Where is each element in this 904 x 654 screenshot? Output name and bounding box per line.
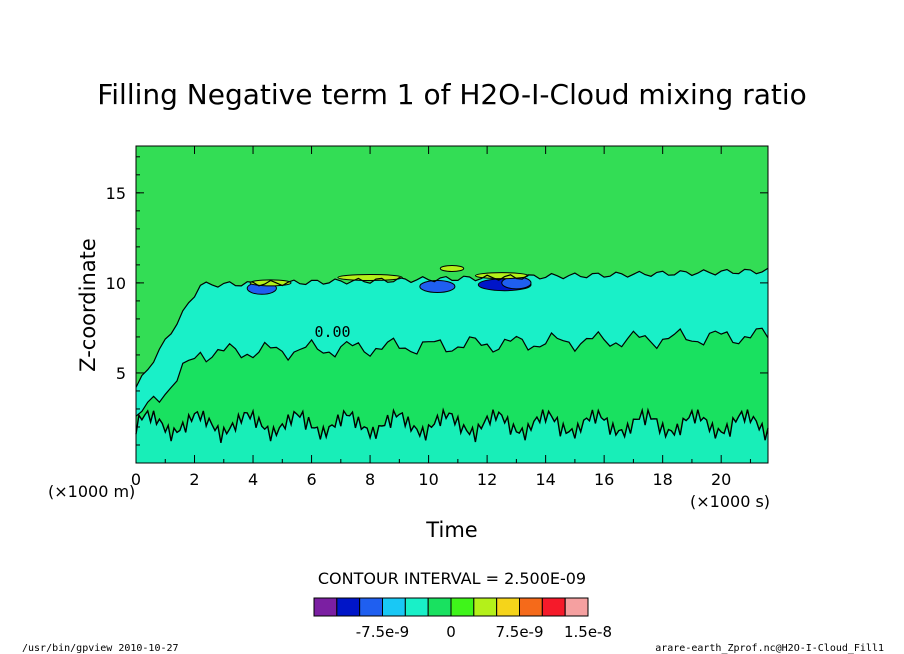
x-unit-label: (×1000 s): [690, 492, 770, 511]
plot-area: 0 2 4 6 8 10 12 14 16 18 20 5 10 15 0.00: [106, 145, 769, 489]
x-axis: 0 2 4 6 8 10 12 14 16 18 20: [131, 146, 751, 489]
contour-line: [135, 267, 769, 388]
positive-blob: [337, 273, 403, 281]
colorbar-swatch: [541, 597, 566, 617]
x-tick-label: 18: [652, 470, 672, 489]
negative-blob: [419, 279, 456, 293]
colorbar-swatch: [427, 597, 452, 617]
x-tick-label: 20: [711, 470, 731, 489]
colorbar-swatch: [473, 597, 498, 617]
colorbar-swatch: [519, 597, 543, 617]
chart-title: Filling Negative term 1 of H2O-I-Cloud m…: [97, 78, 807, 111]
low-layer: [136, 409, 768, 463]
footer-left: /usr/bin/gpview 2010-10-27: [22, 643, 179, 654]
x-axis-title: Time: [425, 518, 477, 542]
colorbar-tick-label: 1.5e-8: [564, 623, 612, 641]
contour-lines: [135, 267, 769, 444]
colorbar-swatch: [313, 597, 338, 617]
contour-line: [135, 407, 769, 444]
x-tick-label: 2: [189, 470, 199, 489]
colorbar-tick-label: 7.5e-9: [495, 623, 543, 641]
colorbar-swatch: [359, 597, 383, 617]
colorbar-swatch: [450, 597, 475, 617]
colorbar-tick-label: -7.5e-9: [356, 623, 409, 641]
colorbar-swatch: [404, 597, 429, 617]
x-tick-label: 4: [248, 470, 258, 489]
contour-interval: CONTOUR INTERVAL = 2.500E-09: [318, 569, 586, 588]
contour-label: 0.00: [314, 323, 350, 341]
colorbar-swatch: [382, 597, 406, 617]
x-tick-label: 14: [535, 470, 555, 489]
y-tick-label: 15: [106, 184, 126, 203]
y-tick-label: 5: [116, 364, 126, 383]
y-axis-title: Z-coordinate: [76, 238, 100, 372]
plot-frame: [135, 145, 769, 464]
x-tick-label: 8: [365, 470, 375, 489]
positive-blob: [439, 264, 465, 272]
x-tick-label: 12: [477, 470, 497, 489]
x-tick-label: 10: [418, 470, 438, 489]
y-unit-label: (×1000 m): [48, 482, 135, 501]
y-tick-label: 10: [106, 274, 126, 293]
x-tick-label: 6: [306, 470, 316, 489]
x-tick-label: 16: [594, 470, 614, 489]
x-tick-label: 0: [131, 470, 141, 489]
y-axis: 5 10 15: [106, 156, 768, 446]
colorbar: -7.5e-9 0 7.5e-9 1.5e-8: [313, 597, 612, 641]
contour-line: [135, 327, 769, 417]
footer-right: arare-earth_Zprof.nc@H2O-I-Cloud_Fill1: [655, 643, 884, 654]
colorbar-swatch: [336, 597, 361, 617]
colorbar-tick-label: 0: [446, 623, 456, 641]
colorbar-swatch: [496, 597, 520, 617]
colorbar-swatch: [564, 597, 589, 617]
